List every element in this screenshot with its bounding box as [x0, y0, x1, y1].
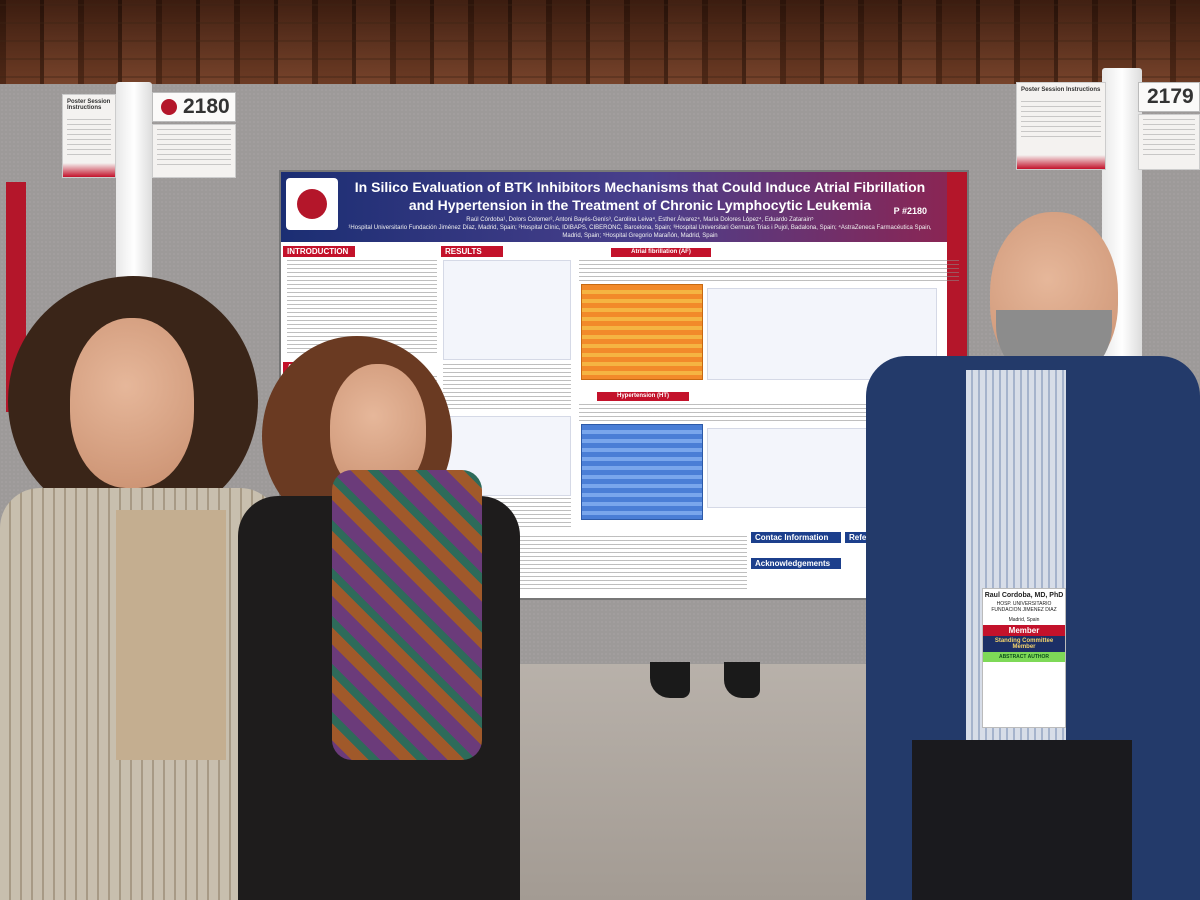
- instructions-text-left: [67, 119, 111, 159]
- af-section-header: Atrial fibrillation (AF): [611, 248, 711, 257]
- af-intro-text: [579, 260, 959, 282]
- background-visitor-legs: [650, 662, 760, 702]
- poster-title-line-1: In Silico Evaluation of BTK Inhibitors M…: [354, 179, 926, 195]
- poster-title-line-2: and Hypertension in the Treatment of Chr…: [408, 197, 872, 213]
- author-list: Raúl Córdoba¹, Dolors Colomer², Antoni B…: [466, 217, 814, 223]
- badge-org: HOSP. UNIVERSITARIO FUNDACION JIMENEZ DI…: [991, 601, 1057, 613]
- poster-number-card-right: 2179: [1138, 82, 1200, 112]
- poster-number-card-left: 2180: [152, 92, 236, 122]
- person-middle-scarf: [332, 470, 482, 760]
- affiliation-list: ¹Hospital Universitario Fundación Jiméne…: [348, 225, 932, 239]
- results-text-1: [443, 364, 571, 410]
- acknowledgements-header: Acknowledgements: [751, 558, 841, 569]
- instructions-title-right: Poster Session Instructions: [1021, 87, 1101, 93]
- references-header: Refer: [845, 532, 885, 543]
- badge-member: Member: [983, 625, 1065, 636]
- card-band-left: [63, 163, 115, 177]
- society-logo: [286, 178, 338, 230]
- society-logo-icon: [297, 189, 327, 219]
- instructions-card-right: Poster Session Instructions: [1016, 82, 1106, 170]
- instructions-title-left: Poster Session Instructions: [67, 99, 111, 111]
- person-left-face: [70, 318, 194, 488]
- section-introduction: INTRODUCTION: [283, 246, 355, 257]
- poster-authors: Raúl Córdoba¹, Dolors Colomer², Antoni B…: [345, 216, 935, 240]
- abstract-slip-right: [1138, 114, 1200, 170]
- badge-name: Raul Cordoba, MD, PhD: [984, 592, 1064, 599]
- network-figure-af: [443, 260, 571, 360]
- hall-ceiling: [0, 0, 1200, 96]
- af-score-table: [581, 284, 703, 380]
- instructions-text-right: [1021, 101, 1101, 141]
- person-right-trousers: [912, 740, 1132, 900]
- badge-ribbon: ABSTRACT AUTHOR: [983, 652, 1065, 662]
- poster-number-left: 2180: [183, 95, 230, 118]
- board-post-left: [116, 82, 152, 282]
- abstract-slip-text: [157, 129, 231, 169]
- poster-title: In Silico Evaluation of BTK Inhibitors M…: [345, 178, 935, 214]
- contact-header: Contac Information: [751, 532, 841, 543]
- society-logo-icon: [161, 99, 177, 115]
- poster-id: P #2180: [893, 206, 927, 216]
- person-left-top: [116, 510, 226, 760]
- ht-section-header: Hypertension (HT): [597, 392, 689, 401]
- ht-intro-text: [579, 404, 959, 422]
- ht-score-table: [581, 424, 703, 520]
- abstract-slip-right-text: [1143, 119, 1195, 159]
- card-band-right: [1017, 155, 1105, 169]
- poster-number-right: 2179: [1147, 85, 1194, 108]
- instructions-card-left: Poster Session Instructions: [62, 94, 116, 178]
- abstract-slip-left: [152, 124, 236, 178]
- badge-committee: Standing Committee Member: [983, 636, 1065, 652]
- name-badge: Raul Cordoba, MD, PhD HOSP. UNIVERSITARI…: [982, 588, 1066, 728]
- badge-city: Madrid, Spain: [1008, 617, 1040, 623]
- poster-header: In Silico Evaluation of BTK Inhibitors M…: [281, 172, 951, 242]
- section-results: RESULTS: [441, 246, 503, 257]
